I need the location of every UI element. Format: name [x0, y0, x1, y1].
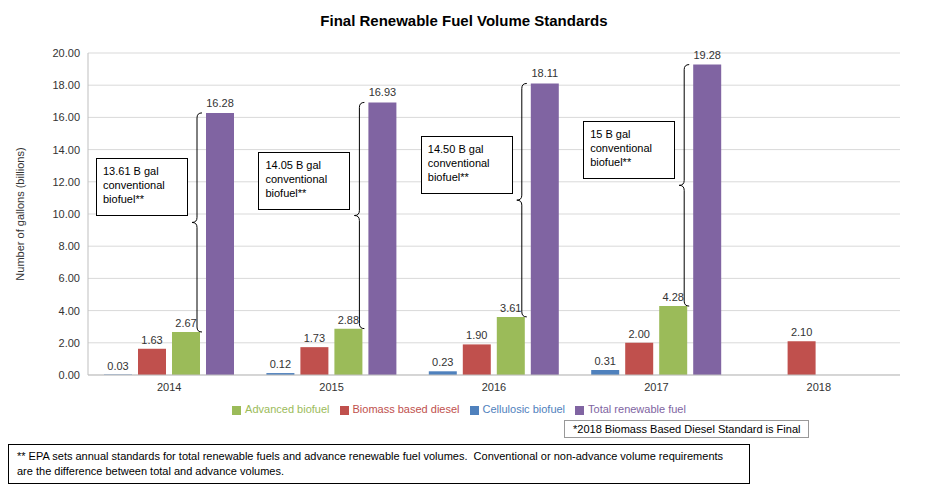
svg-text:2.67: 2.67 [175, 317, 196, 329]
svg-text:1.90: 1.90 [466, 329, 487, 341]
svg-text:2018: 2018 [807, 381, 831, 393]
svg-text:3.61: 3.61 [500, 302, 521, 314]
svg-text:2014: 2014 [157, 381, 181, 393]
html-text:14.50 B gal conventional biofu: 14.50 B gal conventional biofuel** [427, 143, 490, 184]
svg-text:0.00: 0.00 [59, 369, 80, 381]
svg-text:2017: 2017 [644, 381, 668, 393]
html-text:15 B gal conventional biofuel*: 15 B gal conventional biofuel** [590, 128, 652, 169]
svg-text:0.03: 0.03 [107, 360, 128, 372]
svg-text:12.00: 12.00 [52, 176, 80, 188]
html-text:Total renewable fuel: Total renewable fuel [588, 403, 686, 415]
html-text:Final Renewable Fuel Volume St: Final Renewable Fuel Volume Standards [320, 12, 608, 29]
svg-text:4.28: 4.28 [662, 291, 683, 303]
svg-text:2015: 2015 [319, 381, 343, 393]
html-text:*2018 Biomass Based Diesel Sta: *2018 Biomass Based Diesel Standard is F… [573, 423, 801, 435]
svg-text:0.31: 0.31 [594, 355, 615, 367]
svg-text:10.00: 10.00 [52, 208, 80, 220]
svg-text:16.93: 16.93 [369, 86, 397, 98]
svg-text:14.00: 14.00 [52, 144, 80, 156]
svg-text:2.10: 2.10 [791, 326, 812, 338]
svg-text:2016: 2016 [482, 381, 506, 393]
svg-text:2.88: 2.88 [338, 314, 359, 326]
svg-text:4.00: 4.00 [59, 305, 80, 317]
svg-text:16.00: 16.00 [52, 111, 80, 123]
svg-text:1.63: 1.63 [141, 334, 162, 346]
svg-text:8.00: 8.00 [59, 240, 80, 252]
svg-text:6.00: 6.00 [59, 272, 80, 284]
html-text:** EPA sets annual standards f: ** EPA sets annual standards for total r… [17, 450, 727, 477]
html-text:Cellulosic biofuel: Cellulosic biofuel [482, 403, 566, 415]
html-text:Advanced biofuel: Advanced biofuel [245, 403, 330, 415]
svg-text:0.12: 0.12 [270, 358, 291, 370]
svg-text:2.00: 2.00 [628, 328, 649, 340]
svg-text:18.11: 18.11 [531, 67, 558, 79]
svg-text:20.00: 20.00 [52, 47, 80, 59]
svg-text:1.73: 1.73 [304, 332, 325, 344]
svg-text:16.28: 16.28 [206, 97, 234, 109]
svg-text:0.23: 0.23 [432, 356, 453, 368]
html-text:14.05 B gal conventional biofu: 14.05 B gal conventional biofuel** [265, 158, 328, 199]
svg-text:18.00: 18.00 [52, 79, 80, 91]
svg-text:2.00: 2.00 [59, 337, 80, 349]
svg-text:Number of gallons (billions): Number of gallons (billions) [14, 147, 26, 280]
html-text:13.61 B gal conventional biofu: 13.61 B gal conventional biofuel** [103, 165, 165, 206]
svg-text:19.28: 19.28 [693, 49, 721, 61]
html-text:Biomass based diesel: Biomass based diesel [352, 403, 460, 415]
